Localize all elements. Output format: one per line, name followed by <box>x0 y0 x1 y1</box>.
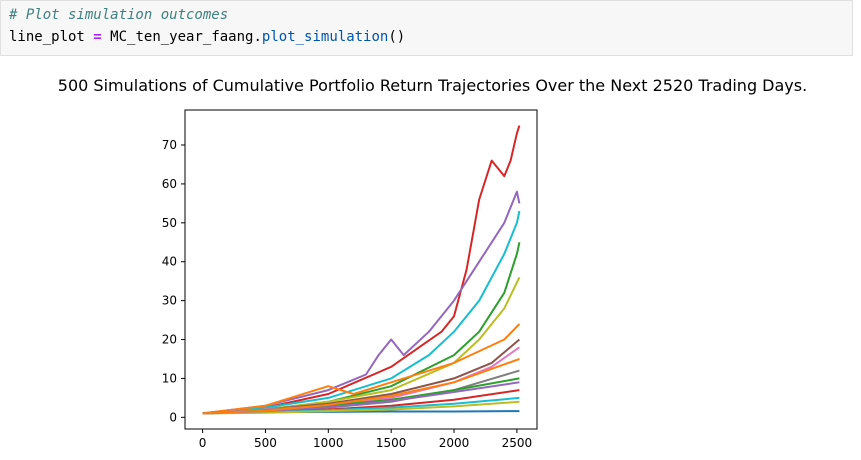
y-tick-label: 30 <box>162 294 177 308</box>
cell-output: 500 Simulations of Cumulative Portfolio … <box>0 62 861 460</box>
series-line <box>202 323 521 415</box>
code-cell[interactable]: # Plot simulation outcomes line_plot = M… <box>0 0 853 56</box>
code-comment: # Plot simulation outcomes <box>9 7 229 23</box>
series-layer <box>202 125 521 415</box>
code-object: MC_ten_year_faang <box>110 29 254 45</box>
chart-title: 500 Simulations of Cumulative Portfolio … <box>57 76 808 95</box>
x-axis: 0 500 1000 1500 2000 2500 <box>199 429 532 450</box>
y-tick-label: 10 <box>162 371 177 385</box>
y-tick-label: 40 <box>162 255 177 269</box>
x-tick-label: 500 <box>254 436 277 450</box>
x-tick-label: 1000 <box>313 436 344 450</box>
x-tick-label: 2000 <box>439 436 470 450</box>
y-axis: 0 10 20 30 40 50 60 70 <box>162 138 185 424</box>
y-tick-label: 50 <box>162 216 177 230</box>
y-tick-label: 20 <box>162 333 177 347</box>
series-line <box>202 400 520 415</box>
code-method: plot_simulation <box>261 29 389 45</box>
x-tick-label: 0 <box>199 436 207 450</box>
y-tick-label: 70 <box>162 138 177 152</box>
series-line <box>202 358 520 415</box>
y-tick-label: 0 <box>169 410 177 424</box>
x-tick-label: 1500 <box>376 436 407 450</box>
code-var-name: line_plot <box>9 29 85 45</box>
plot-frame <box>184 109 538 430</box>
y-tick-label: 60 <box>162 177 177 191</box>
simulation-line-chart: 0 500 1000 1500 2000 2500 0 10 20 30 40 50 60 70 <box>162 109 538 450</box>
series-line <box>202 210 521 415</box>
code-parens: () <box>388 29 406 45</box>
code-dot: . <box>253 29 262 45</box>
series-line <box>202 190 521 415</box>
series-line <box>202 125 521 415</box>
x-tick-label: 2500 <box>502 436 533 450</box>
code-operator: = <box>93 29 102 45</box>
